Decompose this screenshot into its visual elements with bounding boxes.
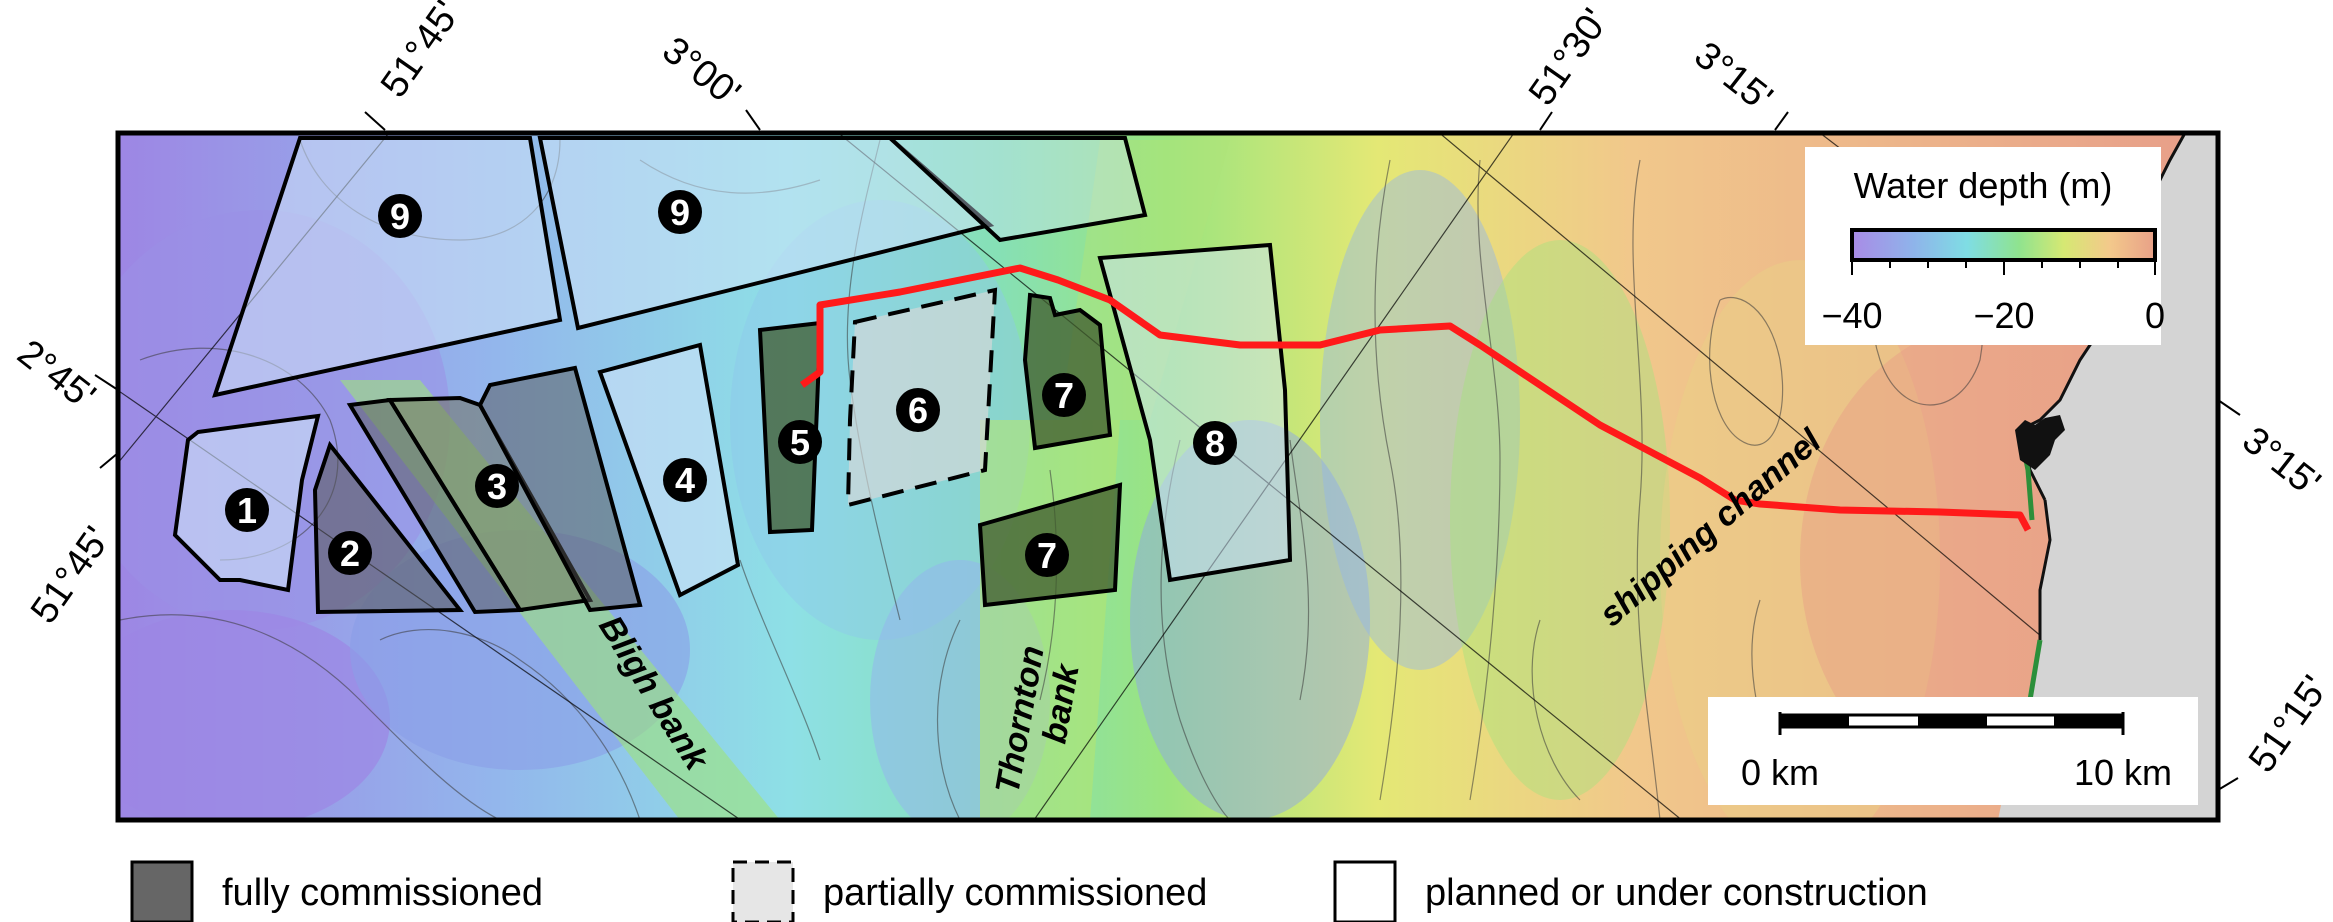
zone-number: 1 bbox=[237, 490, 257, 531]
lon-label: 2°45' bbox=[9, 332, 103, 418]
land-area bbox=[1998, 133, 2218, 820]
shoal-patch bbox=[1660, 260, 1940, 820]
zone-7-north bbox=[1022, 292, 1113, 451]
zone-marker-4 bbox=[663, 458, 707, 502]
zone-upper-planned bbox=[884, 136, 1148, 243]
scale-bar-segment bbox=[2054, 715, 2123, 727]
scale-bar-segment bbox=[1918, 715, 1987, 727]
planned-label: planned or under construction bbox=[1425, 872, 1928, 914]
zone-number: 9 bbox=[670, 192, 690, 233]
zone-marker-6 bbox=[896, 388, 940, 432]
zone-number: 5 bbox=[790, 422, 810, 463]
deep-patch bbox=[118, 610, 390, 820]
colorbar-tick-label: 0 bbox=[2145, 295, 2165, 336]
lon-label: 3°15' bbox=[1686, 34, 1780, 120]
scale-bar-right-label: 10 km bbox=[2074, 752, 2172, 793]
zone-number: 3 bbox=[487, 466, 507, 507]
fully-commissioned-swatch bbox=[130, 860, 194, 922]
partially-commissioned-swatch bbox=[731, 860, 795, 922]
zone-marker-7b bbox=[1025, 533, 1069, 577]
zone-number: 7 bbox=[1054, 375, 1074, 416]
zone-marker-9a bbox=[378, 194, 422, 238]
lon-label: 3°00' bbox=[654, 29, 748, 115]
zone-number: 4 bbox=[675, 460, 695, 501]
planned-swatch bbox=[1333, 860, 1397, 922]
colorbar bbox=[1850, 228, 2157, 262]
zone-marker-2 bbox=[328, 531, 372, 575]
zone-marker-3 bbox=[475, 464, 519, 508]
zone-number: 9 bbox=[390, 196, 410, 237]
colorbar-ticks bbox=[1851, 260, 2156, 275]
coastline bbox=[2027, 639, 2043, 701]
colorbar-tick-label: −20 bbox=[1973, 295, 2034, 336]
fully-commissioned-label: fully commissioned bbox=[222, 872, 543, 914]
lat-label: 51°15' bbox=[2241, 668, 2333, 780]
zone-marker-9b bbox=[658, 190, 702, 234]
scale-bar-segment bbox=[1780, 715, 1849, 727]
zone-marker-8 bbox=[1193, 421, 1237, 465]
harbour bbox=[2015, 415, 2065, 470]
coastline bbox=[2038, 499, 2052, 640]
lat-label: 51°45' bbox=[373, 0, 469, 105]
depth-colorbar-legend: Water depth (m) −40 −20 0 bbox=[1805, 147, 2165, 345]
zone-marker-1 bbox=[225, 488, 269, 532]
zone-marker-7a bbox=[1042, 373, 1086, 417]
wind-farm-zones bbox=[172, 136, 1293, 615]
status-legend: fully commissioned partially commissione… bbox=[130, 860, 1928, 922]
scale-bar: 0 km 10 km bbox=[1708, 697, 2198, 805]
zone-number: 7 bbox=[1037, 535, 1057, 576]
colorbar-tick-label: −40 bbox=[1821, 295, 1882, 336]
graticule-ticks bbox=[94, 109, 2241, 791]
zone-marker-5 bbox=[778, 420, 822, 464]
zone-number: 2 bbox=[340, 533, 360, 574]
map-border bbox=[115, 130, 2221, 823]
scale-bar-left-label: 0 km bbox=[1741, 752, 1819, 793]
lat-label: 51°45' bbox=[23, 519, 119, 631]
lon-label: 3°15' bbox=[2234, 419, 2328, 505]
lat-label: 51°30' bbox=[1521, 1, 1617, 113]
zone-9-west bbox=[212, 136, 563, 398]
deep-patch bbox=[1320, 170, 1520, 670]
zone-9-east bbox=[537, 136, 995, 331]
zone-number: 8 bbox=[1205, 423, 1225, 464]
zone-3 bbox=[477, 365, 643, 613]
export-cable bbox=[799, 264, 2032, 532]
colorbar-title: Water depth (m) bbox=[1854, 165, 2113, 206]
zone-markers: 9 9 1 2 3 4 5 6 7 7 8 bbox=[225, 190, 1237, 577]
shoal-patch bbox=[1450, 240, 1670, 800]
partially-commissioned-label: partially commissioned bbox=[823, 872, 1207, 914]
zone-number: 6 bbox=[908, 390, 928, 431]
